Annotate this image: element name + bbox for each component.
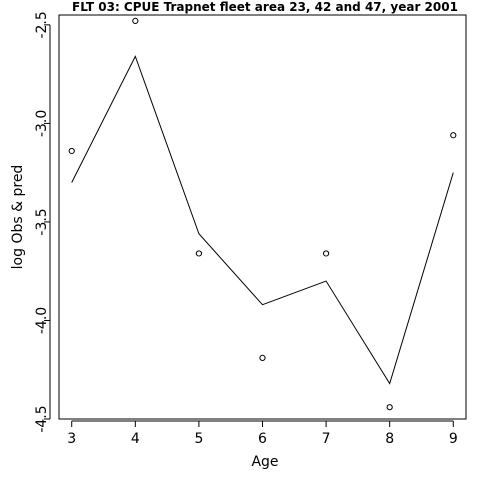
y-axis: -2.5 -3.0 -3.5 -4.0 -4.5	[34, 11, 51, 433]
y-tick-label: -4.0	[34, 307, 50, 334]
x-axis-label: Age	[251, 454, 278, 470]
y-tick-label: -3.5	[34, 208, 50, 235]
y-tick-label: -3.0	[34, 110, 50, 137]
observed-point	[195, 250, 203, 257]
observed-point	[386, 404, 393, 411]
x-tick-label: 4	[131, 431, 140, 447]
x-tick-label: 6	[258, 431, 267, 447]
x-tick-label: 8	[385, 431, 394, 447]
x-tick-label: 9	[449, 431, 458, 447]
x-tick-label: 5	[194, 431, 203, 447]
observed-point	[132, 17, 139, 25]
y-tick-label: -4.5	[34, 405, 50, 432]
x-tick-label: 7	[322, 431, 331, 447]
predicted-line	[71, 55, 454, 385]
y-tick-label: -2.5	[34, 11, 50, 38]
observed-point	[259, 354, 266, 362]
series-layer	[68, 17, 457, 411]
x-axis: 3 4 5 6 7 8 9	[67, 420, 458, 447]
observed-point	[450, 132, 457, 139]
plot-frame	[58, 14, 467, 420]
observed-point	[322, 250, 330, 257]
y-axis-label: log Obs & pred	[10, 165, 26, 270]
observed-point	[68, 147, 75, 155]
x-tick-label: 3	[67, 431, 76, 447]
chart-title: FLT 03: CPUE Trapnet fleet area 23, 42 a…	[72, 0, 458, 14]
